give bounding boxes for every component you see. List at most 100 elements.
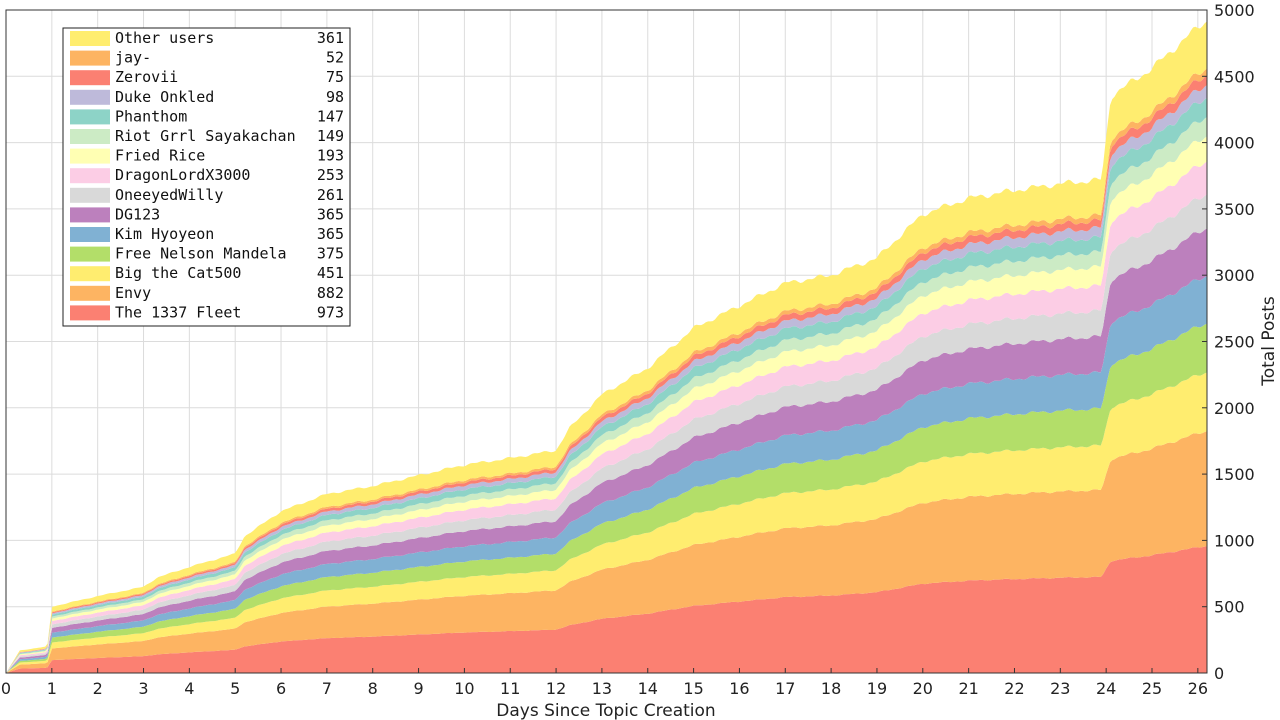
y-tick-label: 4500 bbox=[1214, 67, 1255, 86]
area-the-1337-fleet bbox=[6, 546, 1207, 673]
y-axis-ticks: 0 500 1000 1500 2000 2500 3000 3500 4000 4500 5000 bbox=[1202, 1, 1255, 683]
legend-swatch bbox=[70, 207, 110, 223]
legend-value: 973 bbox=[317, 303, 344, 321]
area-dg123 bbox=[6, 228, 1207, 674]
area-kim-hyoyeon bbox=[6, 276, 1207, 673]
legend-label: Fried Rice bbox=[115, 147, 205, 165]
legend-swatch bbox=[70, 187, 110, 203]
legend-swatch bbox=[70, 148, 110, 164]
y-tick-label: 2000 bbox=[1214, 399, 1255, 418]
legend-label: Envy bbox=[115, 284, 151, 302]
legend-label: The 1337 Fleet bbox=[115, 303, 241, 321]
legend-label: OneeyedWilly bbox=[115, 186, 223, 204]
area-free-nelson-mandela bbox=[6, 323, 1207, 673]
y-tick-label: 5000 bbox=[1214, 1, 1255, 20]
x-tick-label: 18 bbox=[821, 679, 841, 698]
legend-label: Free Nelson Mandela bbox=[115, 245, 287, 263]
x-tick-label: 8 bbox=[368, 679, 378, 698]
y-tick-label: 3000 bbox=[1214, 266, 1255, 285]
y-tick-label: 1000 bbox=[1214, 531, 1255, 550]
x-tick-label: 21 bbox=[958, 679, 978, 698]
x-tick-label: 15 bbox=[683, 679, 703, 698]
legend-swatch bbox=[70, 305, 110, 321]
legend: Other users 361 jay- 52 Zerovii 75 Duke Onkled… bbox=[62, 27, 351, 327]
legend-box bbox=[62, 27, 351, 327]
legend-swatch bbox=[70, 70, 110, 86]
legend-value: 882 bbox=[317, 284, 344, 302]
area-oneeyedwilly bbox=[6, 194, 1207, 674]
legend-swatch bbox=[70, 227, 110, 242]
area-envy bbox=[6, 431, 1207, 673]
area-other-users bbox=[6, 21, 1207, 674]
legend-value: 98 bbox=[326, 88, 344, 106]
legend-value: 361 bbox=[317, 29, 344, 47]
legend-label: Big the Cat500 bbox=[115, 264, 241, 282]
legend-value: 375 bbox=[317, 245, 344, 263]
x-tick-label: 16 bbox=[729, 679, 749, 698]
x-tick-label: 14 bbox=[638, 679, 658, 698]
legend-value: 451 bbox=[317, 264, 344, 282]
y-tick-label: 1500 bbox=[1214, 465, 1255, 484]
x-axis-ticks: 0 1 2 3 4 5 6 7 8 9 10 11 12 13 14 15 16 17 18 19 20 21 22 23 24… bbox=[1, 668, 1208, 698]
legend-label: Other users bbox=[115, 29, 214, 47]
y-tick-label: 0 bbox=[1214, 664, 1224, 683]
legend-label: jay- bbox=[115, 49, 151, 67]
x-tick-label: 4 bbox=[184, 679, 194, 698]
x-tick-label: 11 bbox=[500, 679, 520, 698]
legend-swatch bbox=[70, 266, 110, 282]
y-tick-label: 4000 bbox=[1214, 134, 1255, 153]
legend-swatch bbox=[70, 50, 110, 66]
x-tick-label: 0 bbox=[1, 679, 11, 698]
area-big-the-cat500 bbox=[6, 372, 1207, 673]
legend-value: 149 bbox=[317, 127, 344, 145]
x-tick-label: 1 bbox=[47, 679, 57, 698]
x-tick-label: 12 bbox=[546, 679, 566, 698]
y-tick-label: 3500 bbox=[1214, 200, 1255, 219]
legend-value: 52 bbox=[326, 49, 344, 67]
legend-label: DG123 bbox=[115, 205, 160, 223]
legend-value: 365 bbox=[317, 205, 344, 223]
legend-value: 75 bbox=[326, 68, 344, 86]
legend-label: Riot Grrl Sayakachan bbox=[115, 127, 296, 145]
x-tick-label: 17 bbox=[775, 679, 795, 698]
x-tick-label: 19 bbox=[867, 679, 887, 698]
x-tick-label: 24 bbox=[1096, 679, 1116, 698]
legend-swatch bbox=[70, 168, 110, 184]
x-axis-title: Days Since Topic Creation bbox=[496, 701, 715, 720]
x-tick-label: 10 bbox=[454, 679, 474, 698]
legend-label: DragonLordX3000 bbox=[115, 166, 250, 184]
legend-swatch bbox=[70, 89, 110, 105]
legend-swatch bbox=[70, 129, 110, 144]
legend-swatch bbox=[70, 285, 110, 301]
x-tick-label: 3 bbox=[138, 679, 148, 698]
x-tick-label: 13 bbox=[592, 679, 612, 698]
x-tick-label: 22 bbox=[1004, 679, 1024, 698]
area-fried-rice bbox=[6, 136, 1207, 674]
area-dragonlordx3000 bbox=[6, 161, 1207, 673]
x-tick-label: 25 bbox=[1142, 679, 1162, 698]
legend-swatch bbox=[70, 109, 110, 125]
legend-value: 253 bbox=[317, 166, 344, 184]
legend-label: Zerovii bbox=[115, 68, 178, 86]
x-tick-label: 2 bbox=[93, 679, 103, 698]
x-tick-label: 5 bbox=[230, 679, 240, 698]
x-tick-label: 7 bbox=[322, 679, 332, 698]
y-tick-label: 2500 bbox=[1214, 333, 1255, 352]
x-tick-label: 9 bbox=[413, 679, 423, 698]
legend-label: Kim Hyoyeon bbox=[115, 225, 214, 243]
y-tick-label: 500 bbox=[1214, 598, 1245, 617]
x-tick-label: 26 bbox=[1188, 679, 1208, 698]
legend-label: Phanthom bbox=[115, 107, 187, 125]
legend-value: 365 bbox=[317, 225, 344, 243]
x-tick-label: 6 bbox=[276, 679, 286, 698]
legend-label: Duke Onkled bbox=[115, 88, 214, 106]
y-axis-title: Total Posts bbox=[1259, 296, 1279, 387]
series-areas bbox=[6, 21, 1207, 674]
x-tick-label: 23 bbox=[1050, 679, 1070, 698]
legend-swatch bbox=[70, 31, 110, 46]
legend-value: 193 bbox=[317, 147, 344, 165]
legend-swatch bbox=[70, 246, 110, 262]
x-tick-label: 20 bbox=[913, 679, 933, 698]
legend-value: 147 bbox=[317, 107, 344, 125]
